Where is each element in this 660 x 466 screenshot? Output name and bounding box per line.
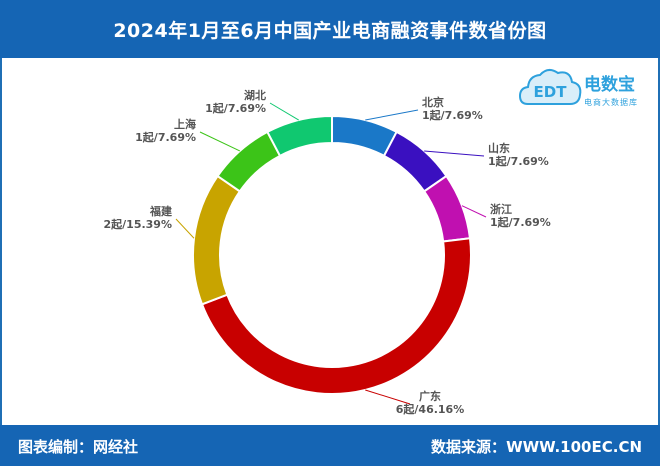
slice-value-label-6: 1起/7.69% <box>205 101 266 115</box>
slice-value-label-4: 2起/15.39% <box>104 217 173 231</box>
slice-name-label-0: 北京 <box>422 95 444 109</box>
slice-name-label-3: 广东 <box>419 389 441 403</box>
logo-brand: 电数宝 <box>584 75 635 95</box>
footer-credit: 图表编制：网经社 <box>18 436 138 457</box>
slice-name-label-4: 福建 <box>149 204 173 218</box>
slice-value-label-5: 1起/7.69% <box>135 130 196 144</box>
slice-name-label-1: 山东 <box>488 141 510 155</box>
chart-title: 2024年1月至6月中国产业电商融资事件数省份图 <box>0 0 660 58</box>
slice-name-label-5: 上海 <box>174 117 196 131</box>
leader-line-2 <box>461 205 487 218</box>
slice-value-label-3: 6起/46.16% <box>396 402 465 416</box>
footer-source-label: 数据来源： <box>431 438 507 456</box>
leader-line-4 <box>175 218 195 239</box>
svg-text:EDT: EDT <box>534 83 568 101</box>
donut-slice-5 <box>216 130 282 193</box>
donut-chart: 北京1起/7.69%山东1起/7.69%浙江1起/7.69%广东6起/46.16… <box>104 88 551 416</box>
footer-credit-label: 图表编制： <box>18 438 94 456</box>
footer-source: 数据来源：WWW.100EC.CN <box>431 436 642 457</box>
footer-source-value: WWW.100EC.CN <box>506 438 642 456</box>
leader-line-1 <box>424 150 485 157</box>
leader-line-5 <box>199 131 241 152</box>
slice-value-label-0: 1起/7.69% <box>422 108 483 122</box>
footer-bar: 图表编制：网经社 数据来源：WWW.100EC.CN <box>0 425 660 466</box>
slice-value-label-2: 1起/7.69% <box>490 215 551 229</box>
leader-line-0 <box>365 109 419 121</box>
donut-slice-6 <box>266 114 333 158</box>
footer-credit-value: 网经社 <box>93 438 139 456</box>
cloud-logo-icon: EDT <box>518 69 582 105</box>
leader-line-3 <box>365 389 411 405</box>
slice-name-label-2: 浙江 <box>490 202 512 216</box>
donut-slice-3 <box>200 237 472 395</box>
donut-slice-4 <box>192 174 242 306</box>
donut-slice-2 <box>422 174 472 243</box>
slice-name-label-6: 湖北 <box>244 88 266 102</box>
donut-chart-area: 北京 1起/7.69% 山东 1起/7.69% 浙江 1起/7.69% 广东 6起/46.16… <box>0 58 660 425</box>
slice-value-label-1: 1起/7.69% <box>488 154 549 168</box>
logo: EDT 电数宝 电商大数据库 <box>518 64 648 116</box>
logo-subtitle: 电商大数据库 <box>584 98 638 107</box>
leader-line-6 <box>269 102 299 121</box>
